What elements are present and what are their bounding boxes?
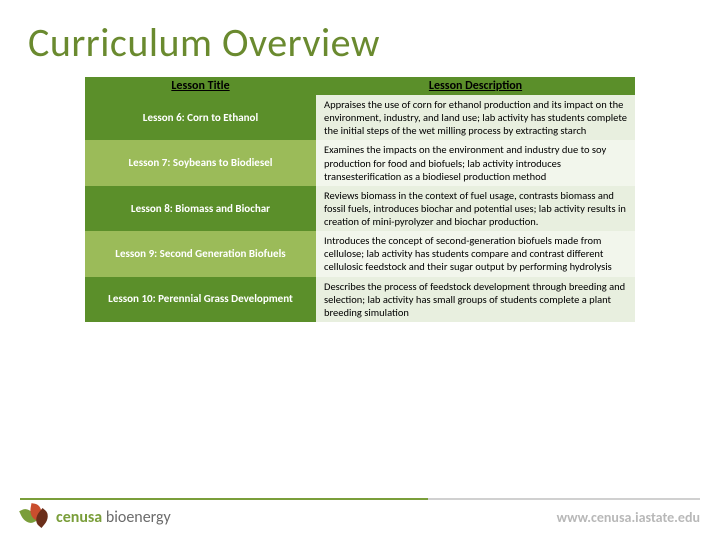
logo-text: cenusa bioenergy	[56, 508, 171, 527]
lesson-desc-cell: Appraises the use of corn for ethanol pr…	[316, 95, 635, 140]
lesson-desc-cell: Reviews biomass in the context of fuel u…	[316, 186, 635, 231]
logo-word-2: bioenergy	[102, 508, 171, 527]
table-row: Lesson 10: Perennial Grass Development D…	[85, 277, 635, 322]
lesson-desc-cell: Examines the impacts on the environment …	[316, 140, 635, 185]
lesson-title-cell: Lesson 6: Corn to Ethanol	[85, 95, 316, 140]
table-row: Lesson 7: Soybeans to Biodiesel Examines…	[85, 140, 635, 185]
lesson-title-cell: Lesson 10: Perennial Grass Development	[85, 277, 316, 322]
table-header-row: Lesson Title Lesson Description	[85, 77, 635, 95]
page-title: Curriculum Overview	[0, 0, 720, 77]
logo: cenusa bioenergy	[20, 504, 171, 530]
footer-url: www.cenusa.iastate.edu	[557, 509, 700, 526]
table-row: Lesson 9: Second Generation Biofuels Int…	[85, 231, 635, 276]
column-header-title: Lesson Title	[85, 77, 316, 95]
logo-word-1: cenusa	[56, 508, 102, 527]
curriculum-table: Lesson Title Lesson Description Lesson 6…	[85, 77, 635, 322]
table-row: Lesson 8: Biomass and Biochar Reviews bi…	[85, 186, 635, 231]
lesson-title-cell: Lesson 7: Soybeans to Biodiesel	[85, 140, 316, 185]
column-header-description: Lesson Description	[316, 77, 635, 95]
lesson-desc-cell: Describes the process of feedstock devel…	[316, 277, 635, 322]
lesson-desc-cell: Introduces the concept of second-generat…	[316, 231, 635, 276]
lesson-title-cell: Lesson 9: Second Generation Biofuels	[85, 231, 316, 276]
footer: cenusa bioenergy www.cenusa.iastate.edu	[0, 500, 720, 540]
lesson-title-cell: Lesson 8: Biomass and Biochar	[85, 186, 316, 231]
leaf-icon	[20, 504, 50, 530]
table-row: Lesson 6: Corn to Ethanol Appraises the …	[85, 95, 635, 140]
